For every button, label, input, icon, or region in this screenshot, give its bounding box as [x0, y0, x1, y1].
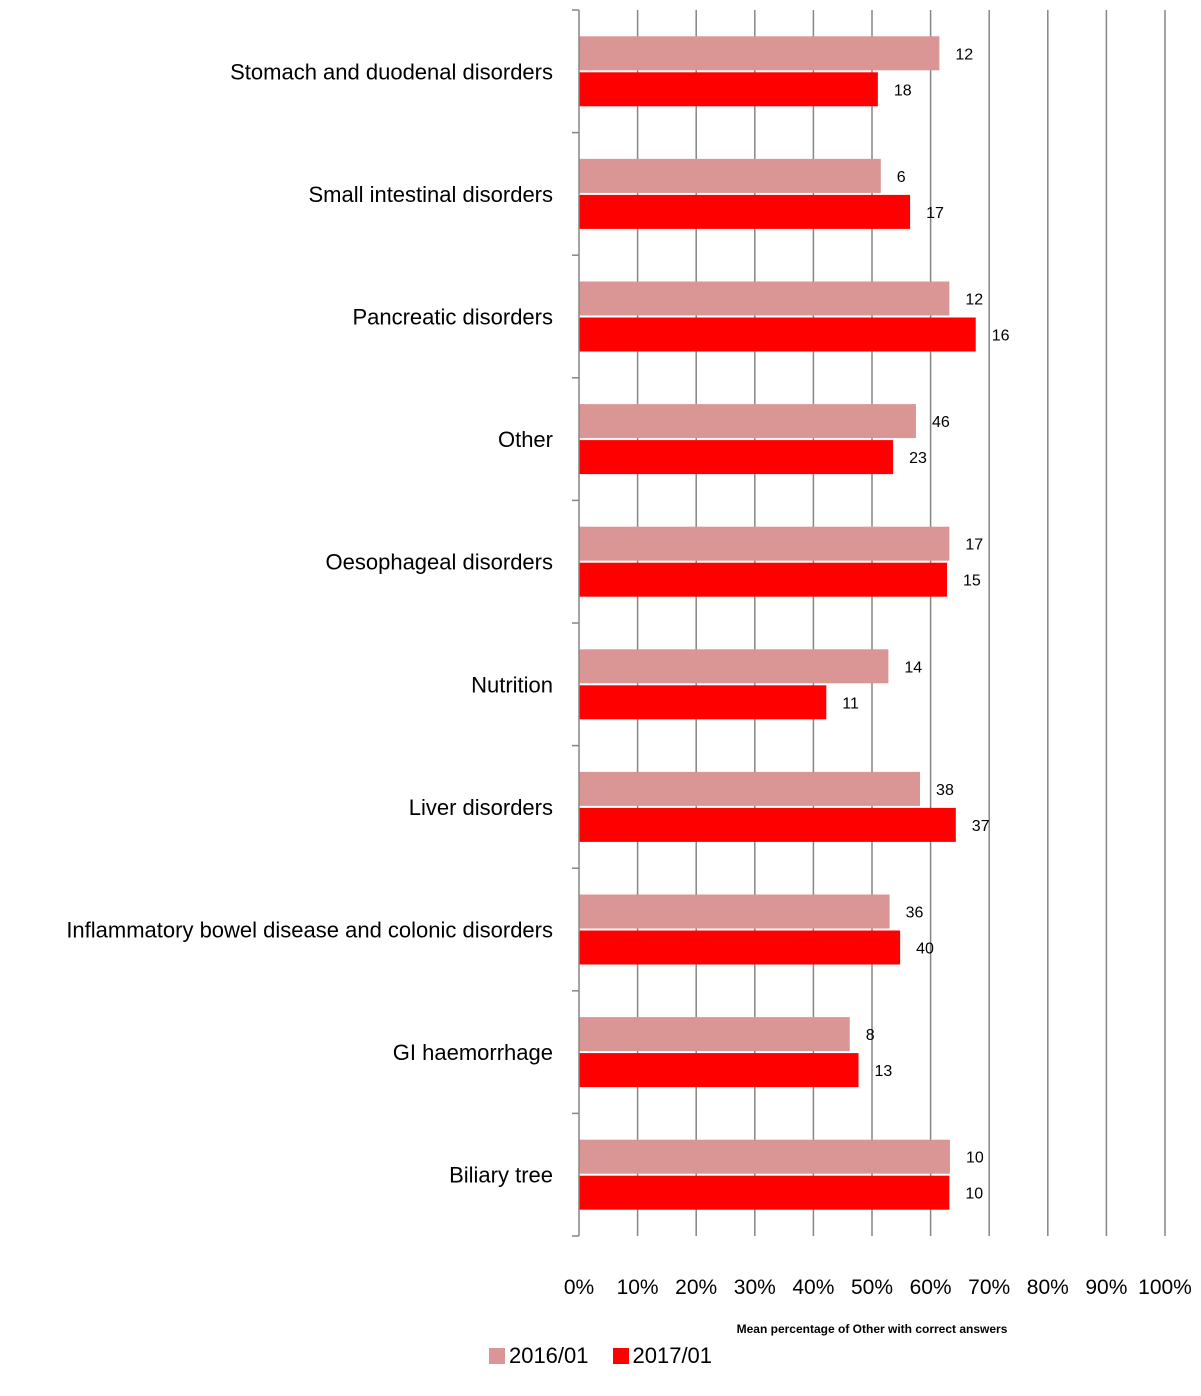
category-label: Stomach and duodenal disorders [230, 59, 553, 84]
data-label: 12 [965, 292, 983, 309]
category-label: Liver disorders [409, 795, 553, 820]
x-tick-label: 30% [734, 1276, 776, 1299]
data-label: 6 [897, 169, 906, 186]
x-tick-label: 60% [910, 1276, 952, 1299]
data-label: 13 [875, 1063, 893, 1080]
data-labels: 12 18 6 17 12 16 46 23 17 15 14 11 38 37 36 40 8 13 10 10 [842, 46, 1009, 1202]
legend-label: 2017/01 [632, 1343, 713, 1368]
data-label: 14 [904, 659, 922, 676]
data-label: 11 [842, 695, 859, 712]
bar [579, 36, 940, 71]
bar [579, 1017, 850, 1052]
data-label: 38 [936, 782, 954, 799]
category-label: Small intestinal disorders [308, 182, 553, 207]
legend-label: 2016/01 [508, 1343, 589, 1368]
data-label: 37 [972, 818, 990, 835]
x-tick-label: 70% [968, 1276, 1010, 1299]
bar [579, 440, 894, 475]
bar [579, 281, 950, 316]
x-tick-labels: 0% 10% 20% 30% 40% 50% 60% 70% 80% 90% 100% [564, 1276, 1192, 1299]
x-tick-label: 90% [1085, 1276, 1127, 1299]
bar [579, 930, 901, 965]
legend: 2016/01 2017/01 [0, 1343, 1201, 1370]
data-label: 15 [963, 573, 981, 590]
bar [579, 685, 827, 720]
bar [579, 562, 948, 597]
bar [579, 649, 889, 684]
x-tick-label: 80% [1027, 1276, 1069, 1299]
bar [579, 72, 878, 107]
bar [579, 894, 890, 929]
category-label: GI haemorrhage [393, 1040, 553, 1065]
bar [579, 194, 911, 229]
x-tick-label: 50% [851, 1276, 893, 1299]
legend-swatch [612, 1348, 629, 1364]
bar [579, 807, 956, 842]
category-labels: Stomach and duodenal disorders Small inte… [66, 59, 553, 1187]
data-label: 17 [926, 205, 944, 222]
data-label: 12 [955, 46, 973, 63]
x-tick-label: 40% [792, 1276, 834, 1299]
category-label: Biliary tree [449, 1163, 553, 1188]
x-tick-label: 20% [675, 1276, 717, 1299]
data-label: 16 [992, 328, 1010, 345]
bar [579, 1053, 859, 1088]
x-tick-label: 10% [617, 1276, 659, 1299]
data-label: 17 [965, 537, 983, 554]
data-label: 10 [966, 1150, 984, 1167]
category-label: Nutrition [471, 672, 553, 697]
legend-item: 2016/01 [488, 1343, 589, 1369]
category-label: Inflammatory bowel disease and colonic d… [66, 918, 553, 943]
x-tick-label: 0% [564, 1276, 594, 1299]
bar [579, 771, 921, 806]
data-label: 8 [866, 1027, 875, 1044]
bars [579, 36, 976, 1210]
data-label: 23 [909, 450, 927, 467]
data-label: 46 [932, 414, 950, 431]
gridlines [636, 10, 1166, 1236]
bar-chart: Stomach and duodenal disorders Small inte… [66, 9, 1192, 1336]
category-label: Other [498, 427, 553, 452]
data-label: 18 [894, 82, 912, 99]
bar [579, 526, 950, 561]
y-axis [572, 9, 580, 1237]
bar [579, 404, 916, 439]
bar [579, 1175, 950, 1210]
category-label: Pancreatic disorders [352, 305, 553, 330]
legend-item: 2017/01 [612, 1343, 713, 1369]
bar [579, 158, 881, 193]
data-label: 40 [916, 941, 934, 958]
bar [579, 1139, 950, 1174]
category-label: Oesophageal disorders [326, 550, 553, 575]
data-label: 10 [965, 1186, 983, 1203]
legend-swatch [488, 1348, 505, 1364]
x-tick-label: 100% [1138, 1276, 1192, 1299]
bar [579, 317, 976, 352]
x-axis-title: Mean percentage of Other with correct an… [737, 1322, 1008, 1336]
data-label: 36 [906, 905, 924, 922]
